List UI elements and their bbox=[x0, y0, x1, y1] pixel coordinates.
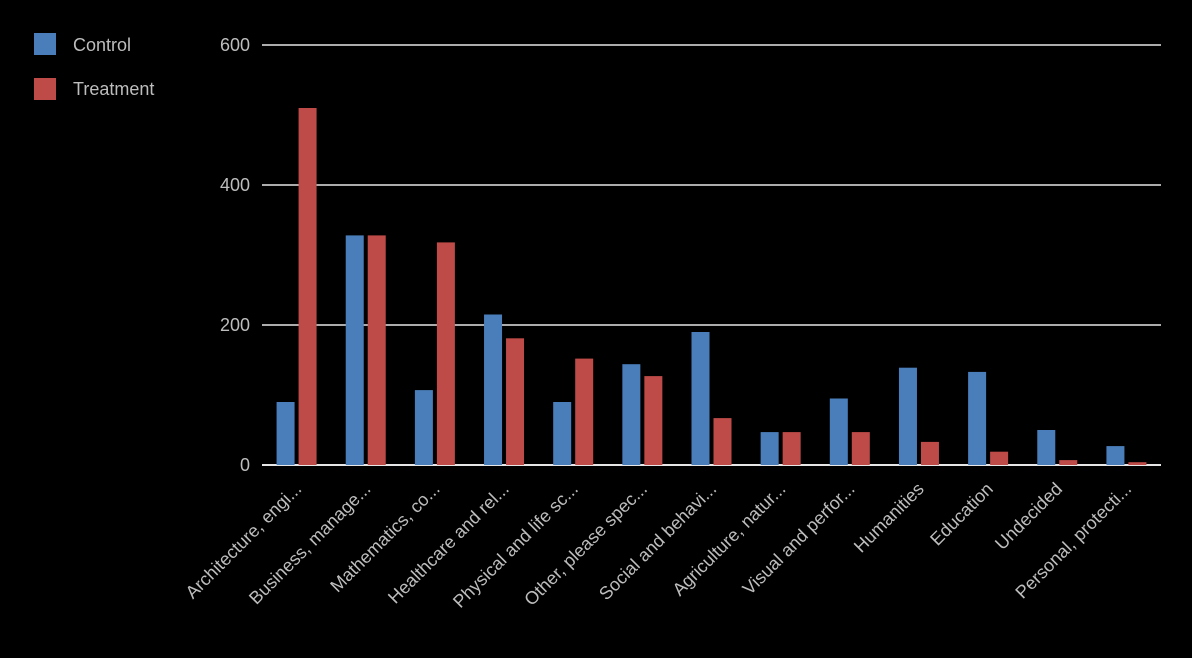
legend-swatch-treatment bbox=[34, 78, 56, 100]
legend: Control Treatment bbox=[34, 33, 154, 100]
bar-treatment-3 bbox=[506, 338, 525, 465]
bar-treatment-4 bbox=[575, 358, 594, 465]
x-category-label: Architecture, engi... bbox=[182, 479, 306, 603]
bar-treatment-1 bbox=[367, 235, 386, 465]
x-category-label: Personal, protecti... bbox=[1011, 479, 1135, 603]
bar-control-4 bbox=[553, 402, 572, 465]
bar-control-2 bbox=[414, 390, 433, 465]
y-tick-label: 600 bbox=[220, 35, 250, 55]
gridlines bbox=[262, 44, 1161, 466]
y-tick-label: 400 bbox=[220, 175, 250, 195]
bar-control-11 bbox=[1037, 430, 1056, 465]
x-category-label: Humanities bbox=[850, 479, 928, 557]
x-category-label: Business, manage... bbox=[245, 479, 374, 608]
bar-treatment-5 bbox=[644, 376, 663, 465]
y-axis-ticks: 0 200 400 600 bbox=[220, 35, 250, 475]
bar-control-1 bbox=[345, 235, 364, 465]
bar-treatment-12 bbox=[1128, 462, 1147, 465]
legend-label-treatment: Treatment bbox=[73, 79, 154, 99]
x-axis-labels: Architecture, engi...Business, manage...… bbox=[182, 479, 1136, 612]
bar-control-8 bbox=[829, 398, 848, 465]
x-category-label: Healthcare and rel... bbox=[384, 479, 513, 608]
bar-control-5 bbox=[622, 364, 641, 465]
bar-treatment-7 bbox=[782, 432, 801, 465]
x-category-label: Other, please spec... bbox=[520, 479, 651, 610]
legend-label-control: Control bbox=[73, 35, 131, 55]
legend-swatch-control bbox=[34, 33, 56, 55]
bar-control-10 bbox=[968, 371, 987, 465]
bar-treatment-0 bbox=[298, 108, 317, 465]
x-category-label: Physical and life sc... bbox=[449, 479, 582, 612]
bar-control-12 bbox=[1106, 446, 1125, 465]
bar-treatment-11 bbox=[1059, 460, 1078, 465]
bar-control-9 bbox=[898, 367, 917, 465]
x-category-label: Undecided bbox=[991, 479, 1066, 554]
y-tick-label: 0 bbox=[240, 455, 250, 475]
bar-treatment-8 bbox=[851, 432, 870, 465]
bars bbox=[276, 108, 1147, 465]
y-tick-label: 200 bbox=[220, 315, 250, 335]
bar-control-3 bbox=[484, 314, 503, 465]
bar-treatment-2 bbox=[436, 242, 455, 465]
bar-treatment-9 bbox=[920, 441, 939, 465]
x-category-label: Social and behavi... bbox=[595, 479, 720, 604]
bar-treatment-6 bbox=[713, 418, 732, 465]
x-category-label: Education bbox=[926, 479, 997, 550]
bar-control-6 bbox=[691, 332, 710, 465]
bar-control-7 bbox=[760, 432, 779, 465]
bar-control-0 bbox=[276, 402, 295, 465]
bar-treatment-10 bbox=[990, 451, 1009, 465]
